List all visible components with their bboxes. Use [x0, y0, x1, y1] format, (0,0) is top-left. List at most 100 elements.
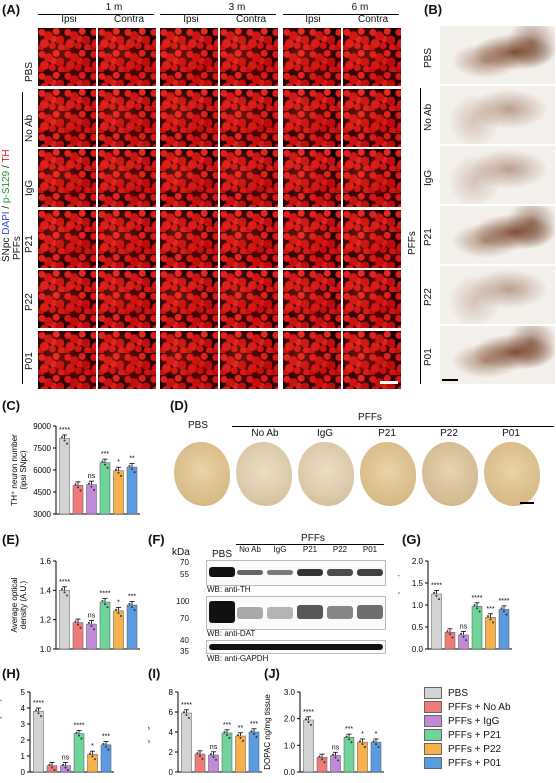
data-point	[433, 591, 435, 594]
y-tick-label: 3.0	[284, 688, 296, 697]
chart-e-optical-density: 1.0 1.2 1.4 1.6 Average optical density (A.U.…	[10, 557, 140, 654]
fluorescence-tile	[160, 270, 218, 328]
data-point	[375, 743, 377, 746]
data-point	[345, 735, 348, 738]
fluorescence-tile	[38, 270, 96, 328]
fluorescence-tile	[38, 331, 96, 389]
significance-label: ns	[460, 623, 468, 630]
data-point	[80, 737, 83, 740]
data-point	[117, 611, 120, 614]
data-point	[337, 759, 339, 762]
data-point	[61, 588, 63, 591]
bar	[86, 623, 97, 650]
data-point	[210, 753, 212, 756]
data-point	[35, 709, 37, 712]
significance-label: ***	[345, 726, 353, 733]
data-point	[361, 743, 364, 746]
data-point	[90, 625, 93, 628]
panel-label-b: (B)	[424, 2, 443, 17]
marker-gapdh-35: 35	[180, 647, 189, 656]
data-point	[487, 615, 489, 618]
bar	[235, 735, 246, 773]
data-point	[101, 599, 104, 602]
data-point	[228, 736, 231, 739]
bar	[126, 466, 138, 515]
data-point	[117, 471, 120, 474]
header-contra: Contra	[235, 14, 266, 25]
b-row-label-p01: P01	[423, 348, 434, 366]
legend-label: PFFs + No Ab	[448, 701, 511, 713]
bar	[370, 741, 382, 773]
b-pffs-group-label: PFFs	[407, 231, 418, 255]
significance-label: *	[361, 731, 364, 738]
data-point	[90, 485, 93, 488]
fluorescence-tile	[343, 28, 401, 86]
bar	[221, 732, 233, 773]
marker-dat-70: 70	[180, 614, 189, 623]
panel-label-e: (E)	[2, 532, 20, 547]
significance-label: ns	[332, 744, 340, 751]
f-group-p21: P21	[302, 545, 318, 554]
data-point	[183, 711, 185, 714]
d-group-p01: P01	[502, 428, 520, 439]
striatum-section-pbs	[174, 442, 230, 506]
data-point	[75, 731, 78, 734]
legend-swatch	[424, 687, 442, 699]
y-tick-label: 0.0	[284, 768, 296, 777]
y-tick-label: 1.2	[40, 616, 52, 625]
fluorescence-tile	[160, 89, 218, 147]
data-point	[40, 715, 42, 718]
data-point	[226, 734, 228, 736]
y-tick-label: 0	[21, 768, 26, 777]
data-point	[88, 621, 90, 624]
y-tick-label: 5	[21, 688, 26, 697]
data-point	[105, 745, 107, 748]
data-point	[505, 613, 508, 616]
f-group-p01: P01	[362, 545, 378, 554]
data-point	[120, 615, 122, 618]
data-point	[465, 639, 467, 642]
fluorescence-tile	[343, 210, 401, 268]
fluorescence-tile	[38, 89, 96, 147]
significance-label: ****	[303, 709, 314, 716]
f-kda-label: kDa	[172, 547, 190, 558]
ihc-tile-p21	[440, 206, 555, 264]
blot-gapdh	[206, 640, 386, 654]
bar	[99, 601, 111, 650]
data-point	[63, 439, 66, 442]
marker-gapdh-40: 40	[180, 636, 189, 645]
significance-label: *	[91, 743, 94, 750]
legend-item: PFFs + P21	[424, 728, 554, 742]
fluorescence-tile	[38, 210, 96, 268]
significance-label: ***	[102, 734, 110, 741]
data-point	[128, 464, 131, 467]
row-label-p22: P22	[24, 293, 35, 311]
legend-swatch	[424, 757, 442, 769]
y-tick-label: 1.6	[40, 557, 52, 566]
fluorescence-tile	[220, 89, 278, 147]
data-point	[332, 753, 334, 756]
row-label-pbs: PBS	[24, 61, 35, 82]
marker-th-55: 55	[180, 570, 189, 579]
bar	[113, 610, 124, 650]
data-point	[61, 436, 63, 439]
y-axis-label: density (A.U.)	[19, 580, 28, 629]
data-point	[476, 607, 478, 610]
data-point	[250, 730, 253, 733]
fluorescence-tile	[343, 149, 401, 207]
fluorescence-tile	[283, 331, 341, 389]
legend-label: PFFs + P22	[448, 743, 502, 755]
data-point	[449, 633, 451, 636]
bar	[431, 593, 442, 650]
data-point	[106, 466, 109, 469]
legend-item: PBS	[424, 686, 554, 700]
y-axis-label: TH content (A.U.)	[398, 574, 400, 637]
marker-th-70: 70	[180, 558, 189, 567]
y-tick-label: 1	[21, 752, 26, 761]
fluorescence-tile	[98, 331, 156, 389]
fluorescence-tile	[38, 149, 96, 207]
data-point	[63, 591, 66, 594]
data-point	[77, 486, 79, 489]
fluorescence-tile	[283, 89, 341, 147]
legend-item: PFFs + No Ab	[424, 700, 554, 714]
